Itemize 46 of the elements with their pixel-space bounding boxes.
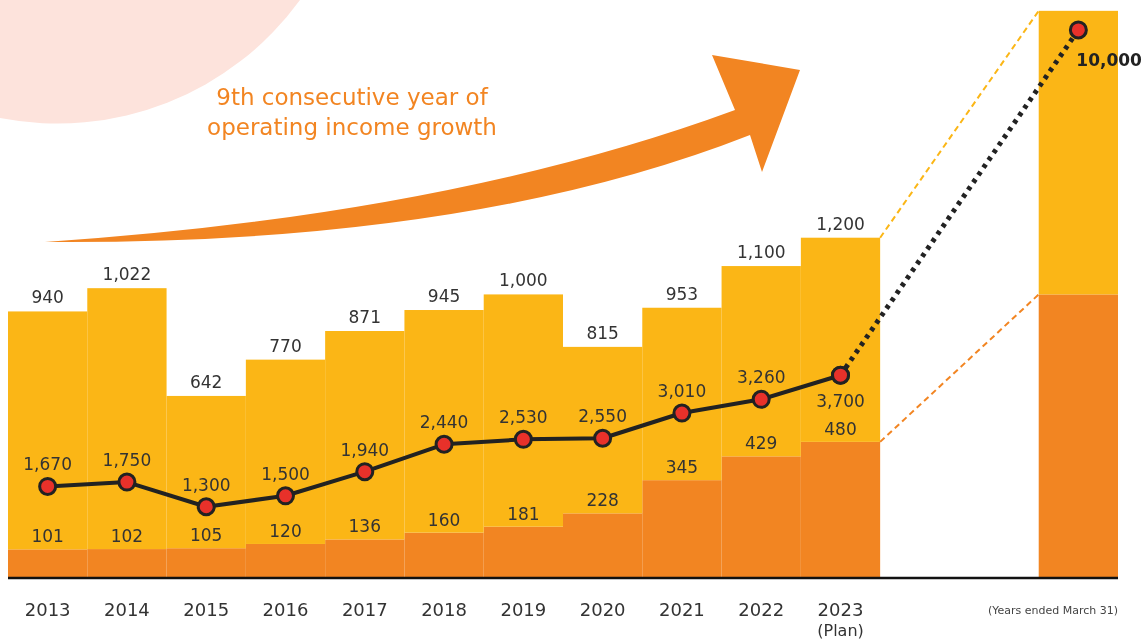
data-label: 228 — [586, 490, 619, 511]
total-label: 1,000 — [499, 270, 548, 291]
data-label: 1,500 — [261, 463, 310, 484]
x-tick-label: 2016 — [262, 599, 309, 620]
total-label: 1,200 — [816, 213, 865, 234]
data-label: 1,670 — [23, 454, 72, 475]
data-label: 3,260 — [736, 367, 786, 388]
annotation: 9th consecutive year of operating income growth — [207, 84, 497, 140]
data-label: 2,550 — [578, 406, 627, 427]
data-label: 1,750 — [102, 450, 152, 471]
data-label: 120 — [269, 520, 302, 541]
total-label: 770 — [269, 335, 302, 356]
x-tick-label: 2022 — [738, 599, 785, 620]
x-tick-label: 2021 — [659, 599, 705, 620]
total-label: 940 — [31, 287, 64, 308]
total-label: 871 — [348, 307, 382, 327]
total-label: 953 — [665, 283, 699, 304]
x-tick-label: 2013 — [24, 599, 71, 620]
total-label: 1,022 — [102, 264, 152, 285]
x-tick-label: 2019 — [500, 599, 547, 620]
data-label: 101 — [31, 526, 64, 547]
text: (Years ended March 31) — [987, 604, 1118, 617]
data-label: 105 — [189, 525, 223, 546]
data-label: 429 — [744, 433, 778, 454]
data-label: 181 — [507, 503, 540, 524]
x-tick-label: 2020 — [579, 599, 626, 620]
total-label: 1,100 — [736, 242, 786, 263]
data-label: 345 — [665, 457, 699, 478]
total-label: 642 — [189, 371, 223, 392]
total-label: 945 — [427, 286, 461, 307]
data-label: 3,700 — [816, 391, 865, 412]
data-label: 480 — [824, 418, 857, 439]
data-label: 102 — [110, 526, 144, 547]
x-tick-label: 2015 — [183, 599, 230, 620]
data-label: 2,530 — [499, 407, 548, 428]
x-tick-label: 2023 (Plan) — [817, 599, 864, 639]
x-tick-label: 2017 — [341, 599, 388, 620]
data-label: 1,940 — [340, 439, 390, 460]
x-tick-label: 2014 — [104, 599, 150, 620]
data-label: 2,440 — [419, 412, 469, 433]
total-label: 815 — [586, 322, 619, 343]
data-label: 1,300 — [181, 474, 231, 495]
data-label: 160 — [427, 509, 461, 530]
data-label: 136 — [348, 516, 382, 537]
data-label: 3,010 — [657, 381, 707, 402]
x-tick-label: 2018 — [421, 599, 467, 620]
